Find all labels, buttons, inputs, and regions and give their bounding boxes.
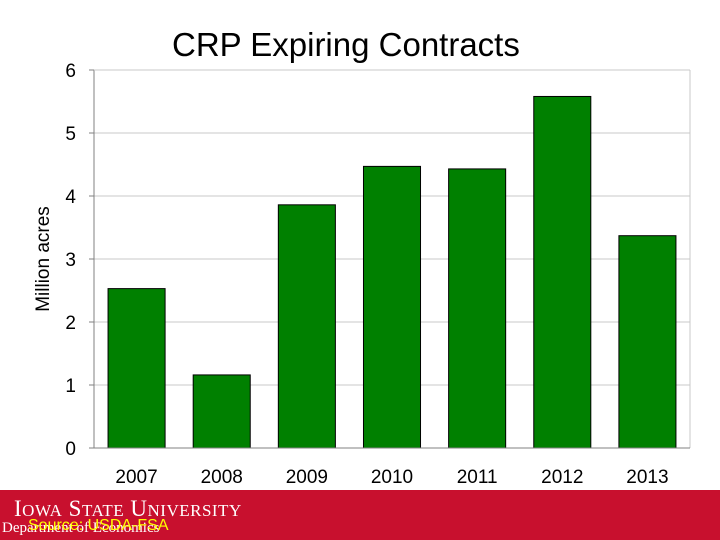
department-name: Department of Economics <box>2 520 160 536</box>
x-tick-label: 2011 <box>457 467 498 488</box>
y-tick-label: 2 <box>65 313 76 334</box>
university-logo: IOWA STATE UNIVERSITY <box>14 496 242 521</box>
y-tick-label: 1 <box>65 376 76 397</box>
bar-2008 <box>192 374 251 449</box>
bar-2010 <box>362 165 422 449</box>
x-tick-label: 2008 <box>201 467 243 488</box>
y-tick-label: 3 <box>65 250 76 271</box>
x-tick-label: 2009 <box>286 467 328 488</box>
bar-2012 <box>533 95 592 449</box>
footer-bar: IOWA STATE UNIVERSITY Department of Econ… <box>0 490 720 540</box>
x-tick-label: 2010 <box>371 467 413 488</box>
y-tick-label: 5 <box>65 124 76 145</box>
y-tick-label: 6 <box>65 61 76 82</box>
y-axis-label: Million acres <box>33 206 54 312</box>
bar-2013 <box>618 235 677 449</box>
source-note: Source: USDA-FSA <box>28 517 169 534</box>
bar-2007 <box>107 288 166 449</box>
y-tick-label: 4 <box>65 187 76 208</box>
bar-chart: 0 1 2 3 4 5 6 2007 2008 2009 2010 2011 2012 2013 Milli… <box>33 61 691 488</box>
x-tick-label: 2013 <box>626 467 668 488</box>
y-tick-label: 0 <box>65 439 76 460</box>
bar-2011 <box>448 168 507 449</box>
x-tick-label: 2012 <box>541 467 583 488</box>
bar-2009 <box>277 204 336 449</box>
x-tick-label: 2007 <box>115 467 157 488</box>
